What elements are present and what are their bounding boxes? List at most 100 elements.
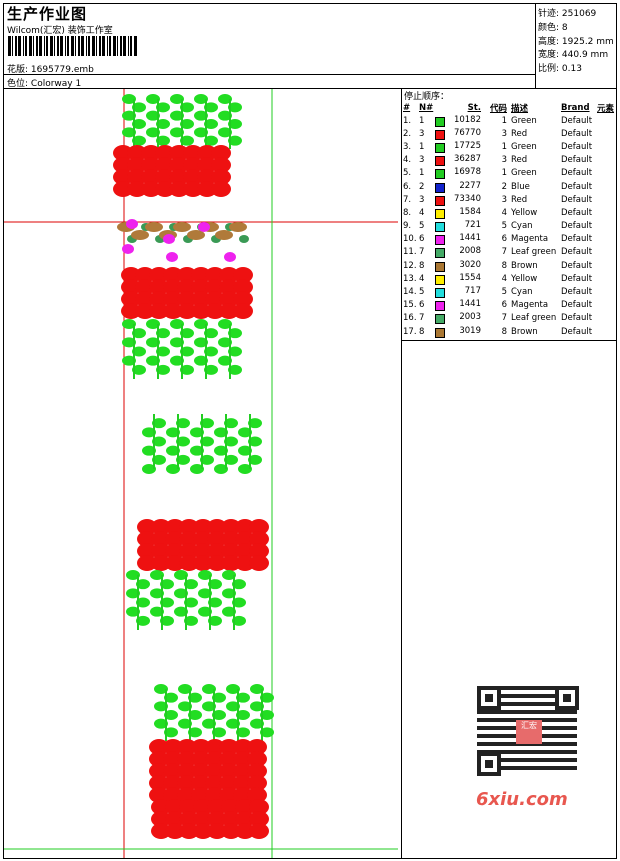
table-row: 4. 3 36287 3 Red Default xyxy=(403,154,617,167)
info-value: 1925.2 mm xyxy=(561,37,614,47)
row-brand: Default xyxy=(561,155,593,166)
row-element xyxy=(597,154,617,167)
color-swatch xyxy=(435,156,445,167)
row-needle: 6 xyxy=(419,300,425,311)
row-element xyxy=(597,325,617,338)
row-element xyxy=(597,259,617,272)
row-index: 17. xyxy=(403,326,417,337)
row-brand: Default xyxy=(561,194,593,205)
row-stitches: 1441 xyxy=(435,299,481,312)
embroidery-design-preview xyxy=(4,89,398,858)
row-index: 4. xyxy=(403,155,412,166)
color-swatch xyxy=(435,169,445,180)
row-element xyxy=(597,246,617,259)
row-needle: 1 xyxy=(419,168,425,179)
row-stitches: 3020 xyxy=(435,259,481,272)
table-bottom-divider xyxy=(401,340,617,341)
stop-sequence-title: 停止顺序： xyxy=(404,92,450,102)
info-colors: 颜色: 8 xyxy=(538,23,568,33)
info-label: 颜色 xyxy=(538,23,557,33)
table-row: 1. 1 10182 1 Green Default xyxy=(403,114,617,127)
info-stitches: 针迹: 251069 xyxy=(538,9,597,19)
table-header-row: # N# St. 代码 描述 Brand 元素 xyxy=(403,101,617,114)
colorway-divider xyxy=(3,74,536,75)
stitch-count: 3020 xyxy=(459,259,481,270)
row-stitches: 10182 xyxy=(435,114,481,127)
stop-sequence-table: # N# St. 代码 描述 Brand 元素 1. 1 10182 1 Green De… xyxy=(403,101,617,338)
row-stitches: 16978 xyxy=(435,167,481,180)
col-index: # xyxy=(403,102,411,113)
row-desc: Magenta xyxy=(511,300,549,311)
row-needle: 1 xyxy=(419,141,425,152)
info-value: 0.13 xyxy=(561,64,582,74)
row-code: 4 xyxy=(501,273,507,284)
stitch-count: 721 xyxy=(464,220,481,231)
col-needle: N# xyxy=(419,102,434,113)
row-code: 6 xyxy=(501,300,507,311)
info-height: 高度: 1925.2 mm xyxy=(538,37,614,47)
table-row: 15. 6 1441 6 Magenta Default xyxy=(403,299,617,312)
stitch-count: 1584 xyxy=(459,206,481,217)
row-code: 7 xyxy=(501,313,507,324)
row-stitches: 721 xyxy=(435,220,481,233)
stitch-count: 17725 xyxy=(453,140,481,151)
row-needle: 3 xyxy=(419,194,425,205)
row-brand: Default xyxy=(561,273,593,284)
row-desc: Red xyxy=(511,128,528,139)
row-desc: Leaf green xyxy=(511,247,557,258)
info-value: 440.9 mm xyxy=(561,50,609,60)
table-row: 6. 2 2277 2 Blue Default xyxy=(403,180,617,193)
table-row: 13. 4 1554 4 Yellow Default xyxy=(403,272,617,285)
row-element xyxy=(597,220,617,233)
stitch-count: 73340 xyxy=(453,193,481,204)
row-index: 11. xyxy=(403,247,417,258)
table-row: 12. 8 3020 8 Brown Default xyxy=(403,259,617,272)
design-label: 花版 xyxy=(7,65,26,75)
row-stitches: 3019 xyxy=(435,325,481,338)
col-brand: Brand xyxy=(561,102,590,113)
table-row: 9. 5 721 5 Cyan Default xyxy=(403,220,617,233)
color-swatch xyxy=(435,274,445,285)
row-brand: Default xyxy=(561,207,593,218)
table-row: 16. 7 2003 7 Leaf green Default xyxy=(403,312,617,325)
stitch-count: 2003 xyxy=(459,312,481,323)
row-element xyxy=(597,193,617,206)
row-needle: 3 xyxy=(419,155,425,166)
row-code: 4 xyxy=(501,207,507,218)
row-stitches: 1441 xyxy=(435,233,481,246)
row-desc: Brown xyxy=(511,326,538,337)
color-swatch xyxy=(435,222,445,233)
row-brand: Default xyxy=(561,181,593,192)
design-file-line: 花版: 1695779.emb xyxy=(7,65,94,75)
color-swatch xyxy=(435,261,445,272)
table-row: 17. 8 3019 8 Brown Default xyxy=(403,325,617,338)
row-index: 10. xyxy=(403,234,417,245)
color-swatch xyxy=(435,129,445,140)
page-title: 生产作业图 xyxy=(7,5,88,23)
row-element xyxy=(597,285,617,298)
row-brand: Default xyxy=(561,287,593,298)
color-swatch xyxy=(435,195,445,206)
row-code: 1 xyxy=(501,115,507,126)
table-row: 10. 6 1441 6 Magenta Default xyxy=(403,233,617,246)
info-label: 宽度 xyxy=(538,50,557,60)
row-element xyxy=(597,233,617,246)
row-code: 5 xyxy=(501,221,507,232)
color-swatch xyxy=(435,142,445,153)
colorway-line: 色位: Colorway 1 xyxy=(7,79,82,89)
row-needle: 5 xyxy=(419,221,425,232)
table-row: 2. 3 76770 3 Red Default xyxy=(403,127,617,140)
colorway-value: Colorway 1 xyxy=(30,79,82,89)
info-label: 针迹 xyxy=(538,9,557,19)
row-desc: Magenta xyxy=(511,234,549,245)
stitch-count: 717 xyxy=(464,286,481,297)
row-brand: Default xyxy=(561,115,593,126)
row-stitches: 1584 xyxy=(435,206,481,219)
row-index: 13. xyxy=(403,273,417,284)
company-name: Wilcom(汇宏) 装饰工作室 xyxy=(7,26,113,36)
color-swatch xyxy=(435,301,445,312)
col-stitches: St. xyxy=(467,102,481,113)
row-needle: 8 xyxy=(419,326,425,337)
info-label: 高度 xyxy=(538,37,557,47)
row-brand: Default xyxy=(561,234,593,245)
